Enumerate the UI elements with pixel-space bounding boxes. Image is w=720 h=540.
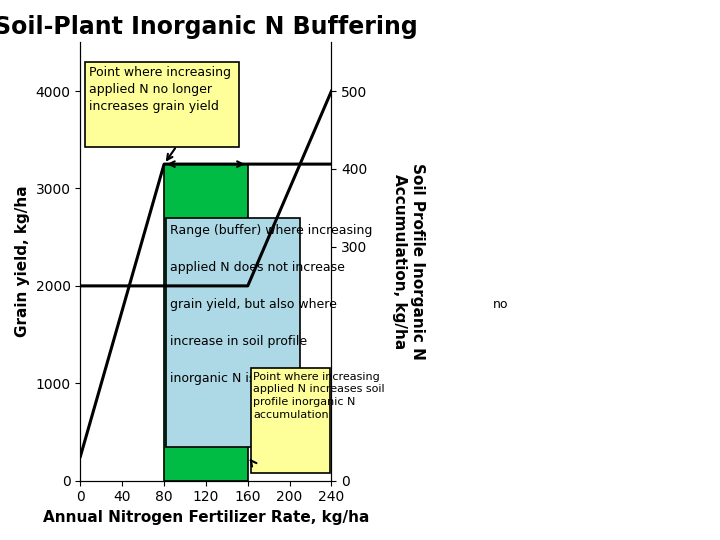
X-axis label: Annual Nitrogen Fertilizer Rate, kg/ha: Annual Nitrogen Fertilizer Rate, kg/ha [42,510,369,525]
Text: Point where increasing
applied N no longer
increases grain yield: Point where increasing applied N no long… [89,66,231,113]
Text: no: no [492,298,508,310]
Text: Range (buffer) where increasing: Range (buffer) where increasing [171,224,373,237]
Text: increase in soil profile: increase in soil profile [171,335,307,348]
Text: inorganic N is observed: inorganic N is observed [171,372,318,384]
Bar [166,218,300,447]
Bar [164,164,248,481]
Title: Soil-Plant Inorganic N Buffering: Soil-Plant Inorganic N Buffering [0,15,418,39]
Bar [251,368,330,473]
Bar [84,62,239,146]
Text: applied N does not increase: applied N does not increase [171,261,345,274]
Text: grain yield, but also where: grain yield, but also where [171,298,341,310]
Text: Point where increasing
applied N increases soil
profile inorganic N
accumulation: Point where increasing applied N increas… [253,372,384,420]
Y-axis label: Grain yield, kg/ha: Grain yield, kg/ha [15,186,30,338]
Y-axis label: Soil Profile Inorganic N
Accumulation, kg/ha: Soil Profile Inorganic N Accumulation, k… [392,163,425,360]
